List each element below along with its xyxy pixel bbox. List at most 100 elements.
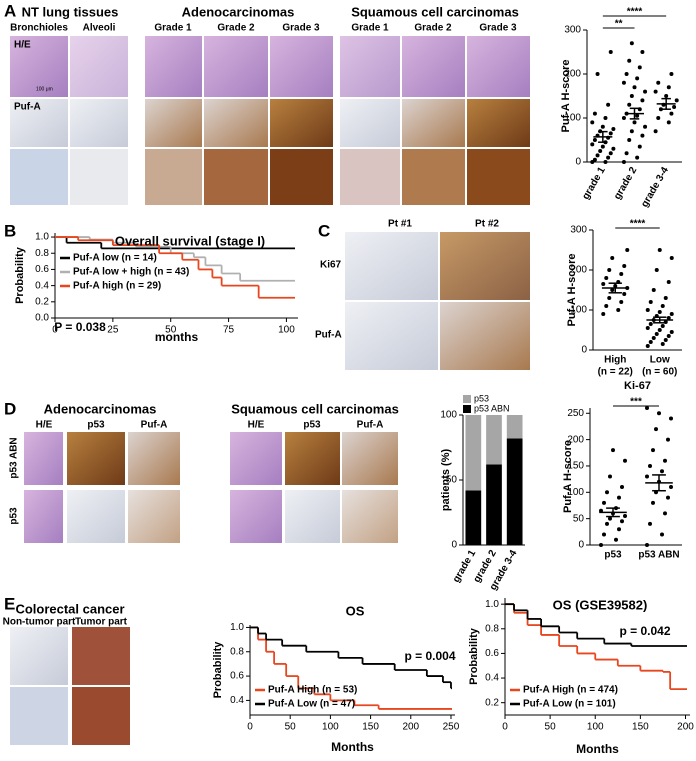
x-tick-label: 0: [247, 722, 253, 733]
point: [656, 116, 661, 120]
y-tick-label: 0.8: [485, 623, 499, 634]
point: [651, 448, 655, 453]
point: [622, 264, 627, 268]
y-tick-label: 0.0: [35, 313, 49, 324]
point: [643, 89, 648, 94]
point: [666, 316, 671, 320]
point: [604, 304, 609, 308]
significance: ***: [630, 397, 642, 408]
point: [606, 155, 611, 160]
point: [603, 160, 608, 164]
point: [648, 340, 653, 344]
x-axis-label: months: [155, 330, 199, 344]
point: [592, 157, 597, 162]
point: [666, 85, 671, 90]
y-tick-label: 0.6: [35, 264, 49, 275]
point: [660, 469, 664, 474]
point: [595, 72, 600, 76]
point: [624, 151, 629, 156]
point: [651, 500, 655, 505]
point: [653, 89, 658, 94]
point: [666, 280, 671, 284]
point: [666, 495, 670, 500]
x-tick-label: 0: [52, 325, 58, 336]
point: [605, 521, 609, 526]
column-header: Bronchioles: [10, 23, 68, 34]
point: [669, 111, 674, 116]
legend-label: Puf-A Low (n = 47): [268, 699, 355, 710]
point: [602, 500, 606, 505]
y-axis-label: Puf-A H-score: [560, 60, 572, 133]
legend-label: Puf-A low (n = 14): [73, 253, 157, 264]
point: [635, 113, 640, 118]
column-header: Pt #2: [475, 219, 499, 230]
column-header: Non-tumor part: [3, 617, 76, 628]
point: [627, 102, 632, 107]
point: [657, 328, 662, 332]
point: [607, 268, 612, 272]
y-tick-label: 1.0: [230, 622, 244, 633]
point: [640, 98, 645, 103]
y-tick-label: 250: [567, 408, 584, 419]
point: [669, 312, 674, 316]
point: [635, 76, 640, 81]
x-tick-label: 75: [223, 325, 235, 336]
y-tick-label: 0.8: [35, 248, 49, 259]
y-tick-label: 0: [581, 345, 587, 356]
group-header: NT lung tissues: [22, 4, 119, 19]
point: [623, 458, 627, 463]
point: [632, 120, 637, 125]
point: [601, 312, 606, 316]
point: [608, 50, 613, 54]
point: [663, 338, 668, 342]
y-tick-label: 100: [564, 113, 581, 124]
chart-title: OS (GSE39582): [553, 597, 648, 612]
x-tick-label: 200: [677, 722, 694, 733]
point: [645, 308, 650, 312]
point: [663, 458, 667, 463]
group-header: Adenocarcinomas: [182, 4, 295, 19]
point: [619, 300, 624, 304]
point: [648, 521, 652, 526]
point: [605, 490, 609, 495]
legend-label: Puf-A Low (n = 101): [523, 699, 616, 710]
point: [611, 127, 616, 131]
x-tick-label: 250: [443, 722, 460, 733]
x-tick-label: (n = 60): [642, 367, 677, 378]
legend-swatch: [463, 405, 471, 413]
column-header: Tumor part: [75, 617, 128, 628]
bar-segment: [506, 415, 523, 439]
row-label: p53: [9, 507, 20, 525]
point: [629, 41, 634, 46]
point: [617, 527, 621, 532]
point: [660, 324, 665, 328]
point: [648, 322, 653, 326]
x-axis-label: Months: [576, 742, 619, 756]
x-tick-label: 150: [632, 722, 649, 733]
y-axis-label: Puf-A H-score: [566, 254, 578, 327]
x-tick-label: High: [604, 355, 626, 366]
point: [660, 342, 665, 346]
significance: ****: [627, 7, 643, 18]
column-header: Puf-A: [141, 420, 168, 431]
point: [624, 72, 629, 76]
row-label: p53 ABN: [9, 437, 20, 478]
y-tick-label: 0: [575, 157, 581, 168]
point: [657, 248, 662, 252]
row-label: Puf-A: [315, 330, 342, 341]
column-header: Alveoli: [83, 23, 116, 34]
point: [629, 94, 634, 98]
point: [669, 72, 674, 76]
y-axis-label: patients (%): [440, 448, 452, 511]
point: [614, 537, 618, 542]
y-tick-label: 1.0: [35, 232, 49, 243]
point: [598, 149, 603, 153]
point: [663, 296, 668, 300]
point: [648, 300, 653, 304]
point: [627, 58, 632, 63]
group-header: Adenocarcinomas: [44, 401, 157, 416]
x-tick-label: 100: [322, 722, 339, 733]
column-header: H/E: [248, 420, 265, 431]
point: [621, 116, 626, 120]
chart-title: OS: [346, 603, 365, 618]
